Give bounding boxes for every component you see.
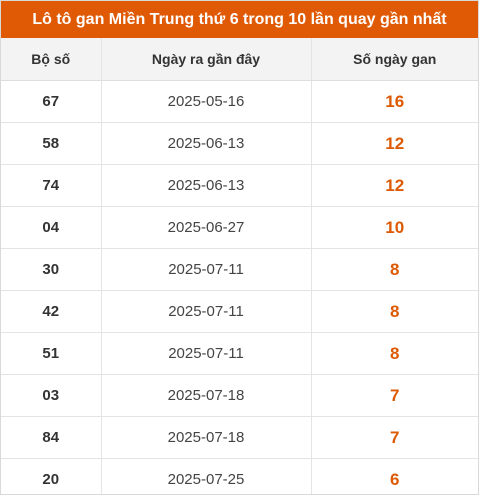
row-date: 2025-06-13: [100, 122, 311, 165]
table-row: 04 2025-06-27 10: [1, 206, 478, 249]
column-header-days: Số ngày gan: [310, 38, 478, 81]
lotto-gan-table: Bộ số Ngày ra gần đây Số ngày gan 67 202…: [1, 38, 478, 494]
row-number: 74: [1, 164, 101, 207]
row-date: 2025-07-11: [100, 332, 311, 375]
row-number: 58: [1, 122, 101, 165]
row-number: 42: [1, 290, 101, 333]
row-date: 2025-07-18: [100, 374, 311, 417]
row-date: 2025-07-25: [100, 458, 311, 494]
row-days: 6: [310, 458, 478, 494]
row-number: 20: [42, 471, 60, 488]
row-number: 04: [1, 206, 101, 249]
row-number: 30: [1, 248, 101, 291]
row-days: 12: [310, 122, 478, 165]
row-date: 2025-07-11: [100, 248, 311, 291]
row-days: 10: [310, 206, 478, 249]
table-row: 84 2025-07-18 7: [1, 416, 478, 459]
table-row: 30 2025-07-11 8: [1, 248, 478, 291]
row-date: 2025-06-27: [100, 206, 311, 249]
table-row: 51 2025-07-11 8: [1, 332, 478, 375]
table-row: 03 2025-07-18 7: [1, 374, 478, 417]
row-days: 8: [310, 248, 478, 291]
column-header-number: Bộ số: [1, 38, 101, 81]
table-header-row: Bộ số Ngày ra gần đây Số ngày gan: [1, 38, 478, 81]
table-row: 20 2025-07-25 6: [1, 458, 478, 494]
row-date: 2025-06-13: [100, 164, 311, 207]
row-number: 84: [1, 416, 101, 459]
row-number: 03: [1, 374, 101, 417]
row-days: 7: [310, 416, 478, 459]
row-days: 8: [310, 332, 478, 375]
table-row: 42 2025-07-11 8: [1, 290, 478, 333]
row-number: 51: [1, 332, 101, 375]
row-days: 16: [310, 80, 478, 123]
row-date: 2025-05-16: [100, 80, 311, 123]
row-date: 2025-07-11: [100, 290, 311, 333]
row-number: 67: [1, 80, 101, 123]
row-date: 2025-07-18: [100, 416, 311, 459]
table-row: 67 2025-05-16 16: [1, 80, 478, 123]
row-days: 8: [310, 290, 478, 333]
table-row: 58 2025-06-13 12: [1, 122, 478, 165]
panel-title: Lô tô gan Miền Trung thứ 6 trong 10 lần …: [1, 1, 478, 38]
table-row: 74 2025-06-13 12: [1, 164, 478, 207]
column-header-date: Ngày ra gần đây: [100, 38, 311, 81]
row-days: 12: [310, 164, 478, 207]
row-days: 7: [310, 374, 478, 417]
